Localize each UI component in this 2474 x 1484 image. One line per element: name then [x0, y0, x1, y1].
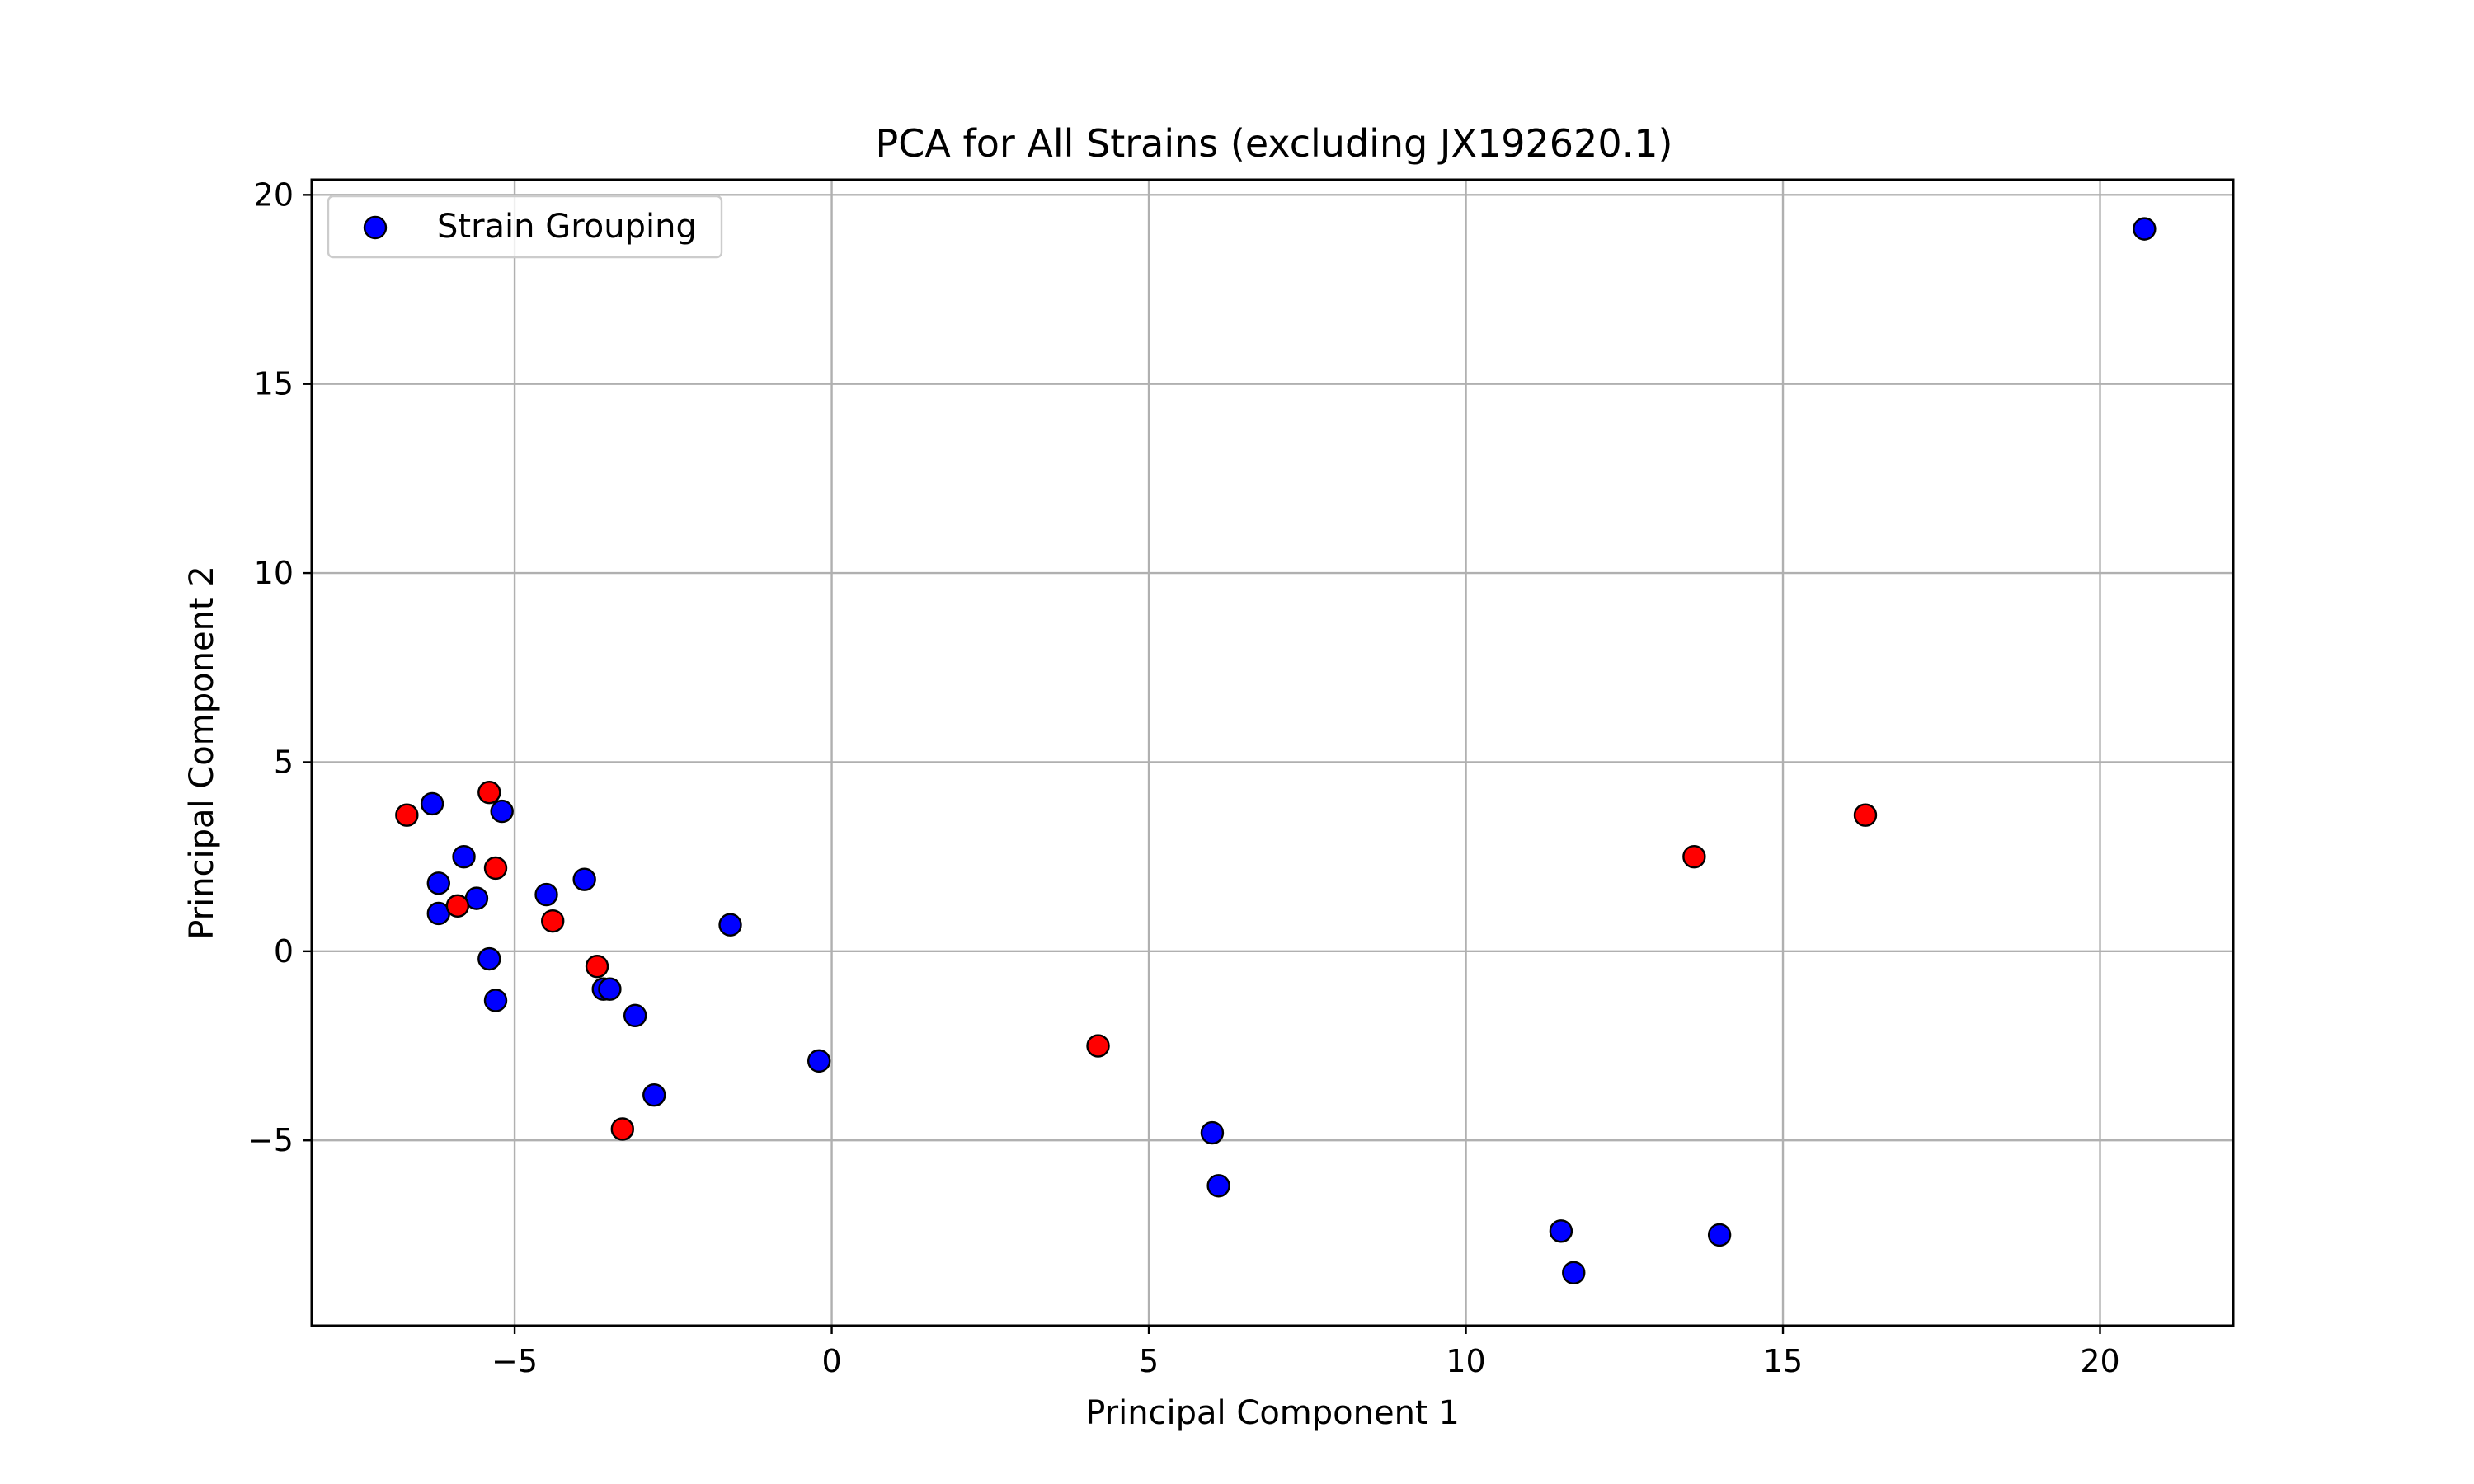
- data-point: [541, 909, 565, 933]
- data-point: [534, 882, 558, 907]
- data-point: [477, 780, 501, 805]
- y-tick-label: 20: [254, 176, 294, 213]
- chart-title: PCA for All Strains (excluding JX192620.…: [876, 121, 1673, 166]
- data-point: [718, 913, 742, 937]
- y-axis-label: Principal Component 2: [183, 566, 221, 940]
- data-point: [1086, 1034, 1110, 1058]
- x-tick-label: 5: [1139, 1343, 1159, 1379]
- x-tick-label: 20: [2080, 1343, 2119, 1379]
- y-tick-label: 5: [274, 744, 294, 780]
- data-point: [598, 977, 622, 1001]
- data-point: [420, 791, 444, 816]
- data-point: [477, 946, 501, 971]
- data-point: [807, 1049, 831, 1073]
- data-point: [585, 954, 609, 979]
- y-tick-label: 10: [254, 555, 294, 591]
- data-point: [483, 856, 508, 881]
- y-tick-label: 15: [254, 366, 294, 402]
- data-point: [395, 803, 419, 827]
- plot-frame: [310, 178, 2235, 1327]
- tick-layer: −5 0 5 10 15 20 −5 0 5 10 15 20: [247, 176, 2120, 1379]
- data-point: [1562, 1261, 1586, 1284]
- data-point: [642, 1082, 666, 1107]
- x-tick-label: 10: [1446, 1343, 1485, 1379]
- data-point: [426, 871, 450, 895]
- x-axis-label: Principal Component 1: [1085, 1394, 1460, 1432]
- data-point: [1707, 1223, 1732, 1247]
- data-point: [1549, 1219, 1573, 1243]
- data-point: [623, 1003, 647, 1028]
- grid-layer: [312, 180, 2233, 1326]
- x-tick-label: 0: [821, 1343, 841, 1379]
- data-point: [490, 799, 514, 824]
- data-point: [452, 844, 476, 869]
- legend-marker: [363, 215, 388, 240]
- data-point: [1682, 844, 1706, 869]
- point-layer: [395, 217, 2157, 1284]
- data-point: [2133, 217, 2157, 241]
- y-tick-label: −5: [247, 1122, 294, 1158]
- legend-box: [327, 195, 723, 259]
- data-point: [445, 894, 470, 918]
- data-point: [1200, 1120, 1225, 1145]
- x-tick-label: 15: [1763, 1343, 1803, 1379]
- x-tick-label: −5: [492, 1343, 538, 1379]
- data-point: [610, 1117, 634, 1141]
- data-point: [483, 989, 508, 1012]
- data-point: [1206, 1174, 1230, 1198]
- legend-label: Strain Grouping: [437, 208, 697, 246]
- y-tick-label: 0: [274, 933, 294, 970]
- data-point: [1853, 803, 1878, 827]
- data-point: [572, 867, 596, 891]
- legend: Strain Grouping: [327, 195, 723, 259]
